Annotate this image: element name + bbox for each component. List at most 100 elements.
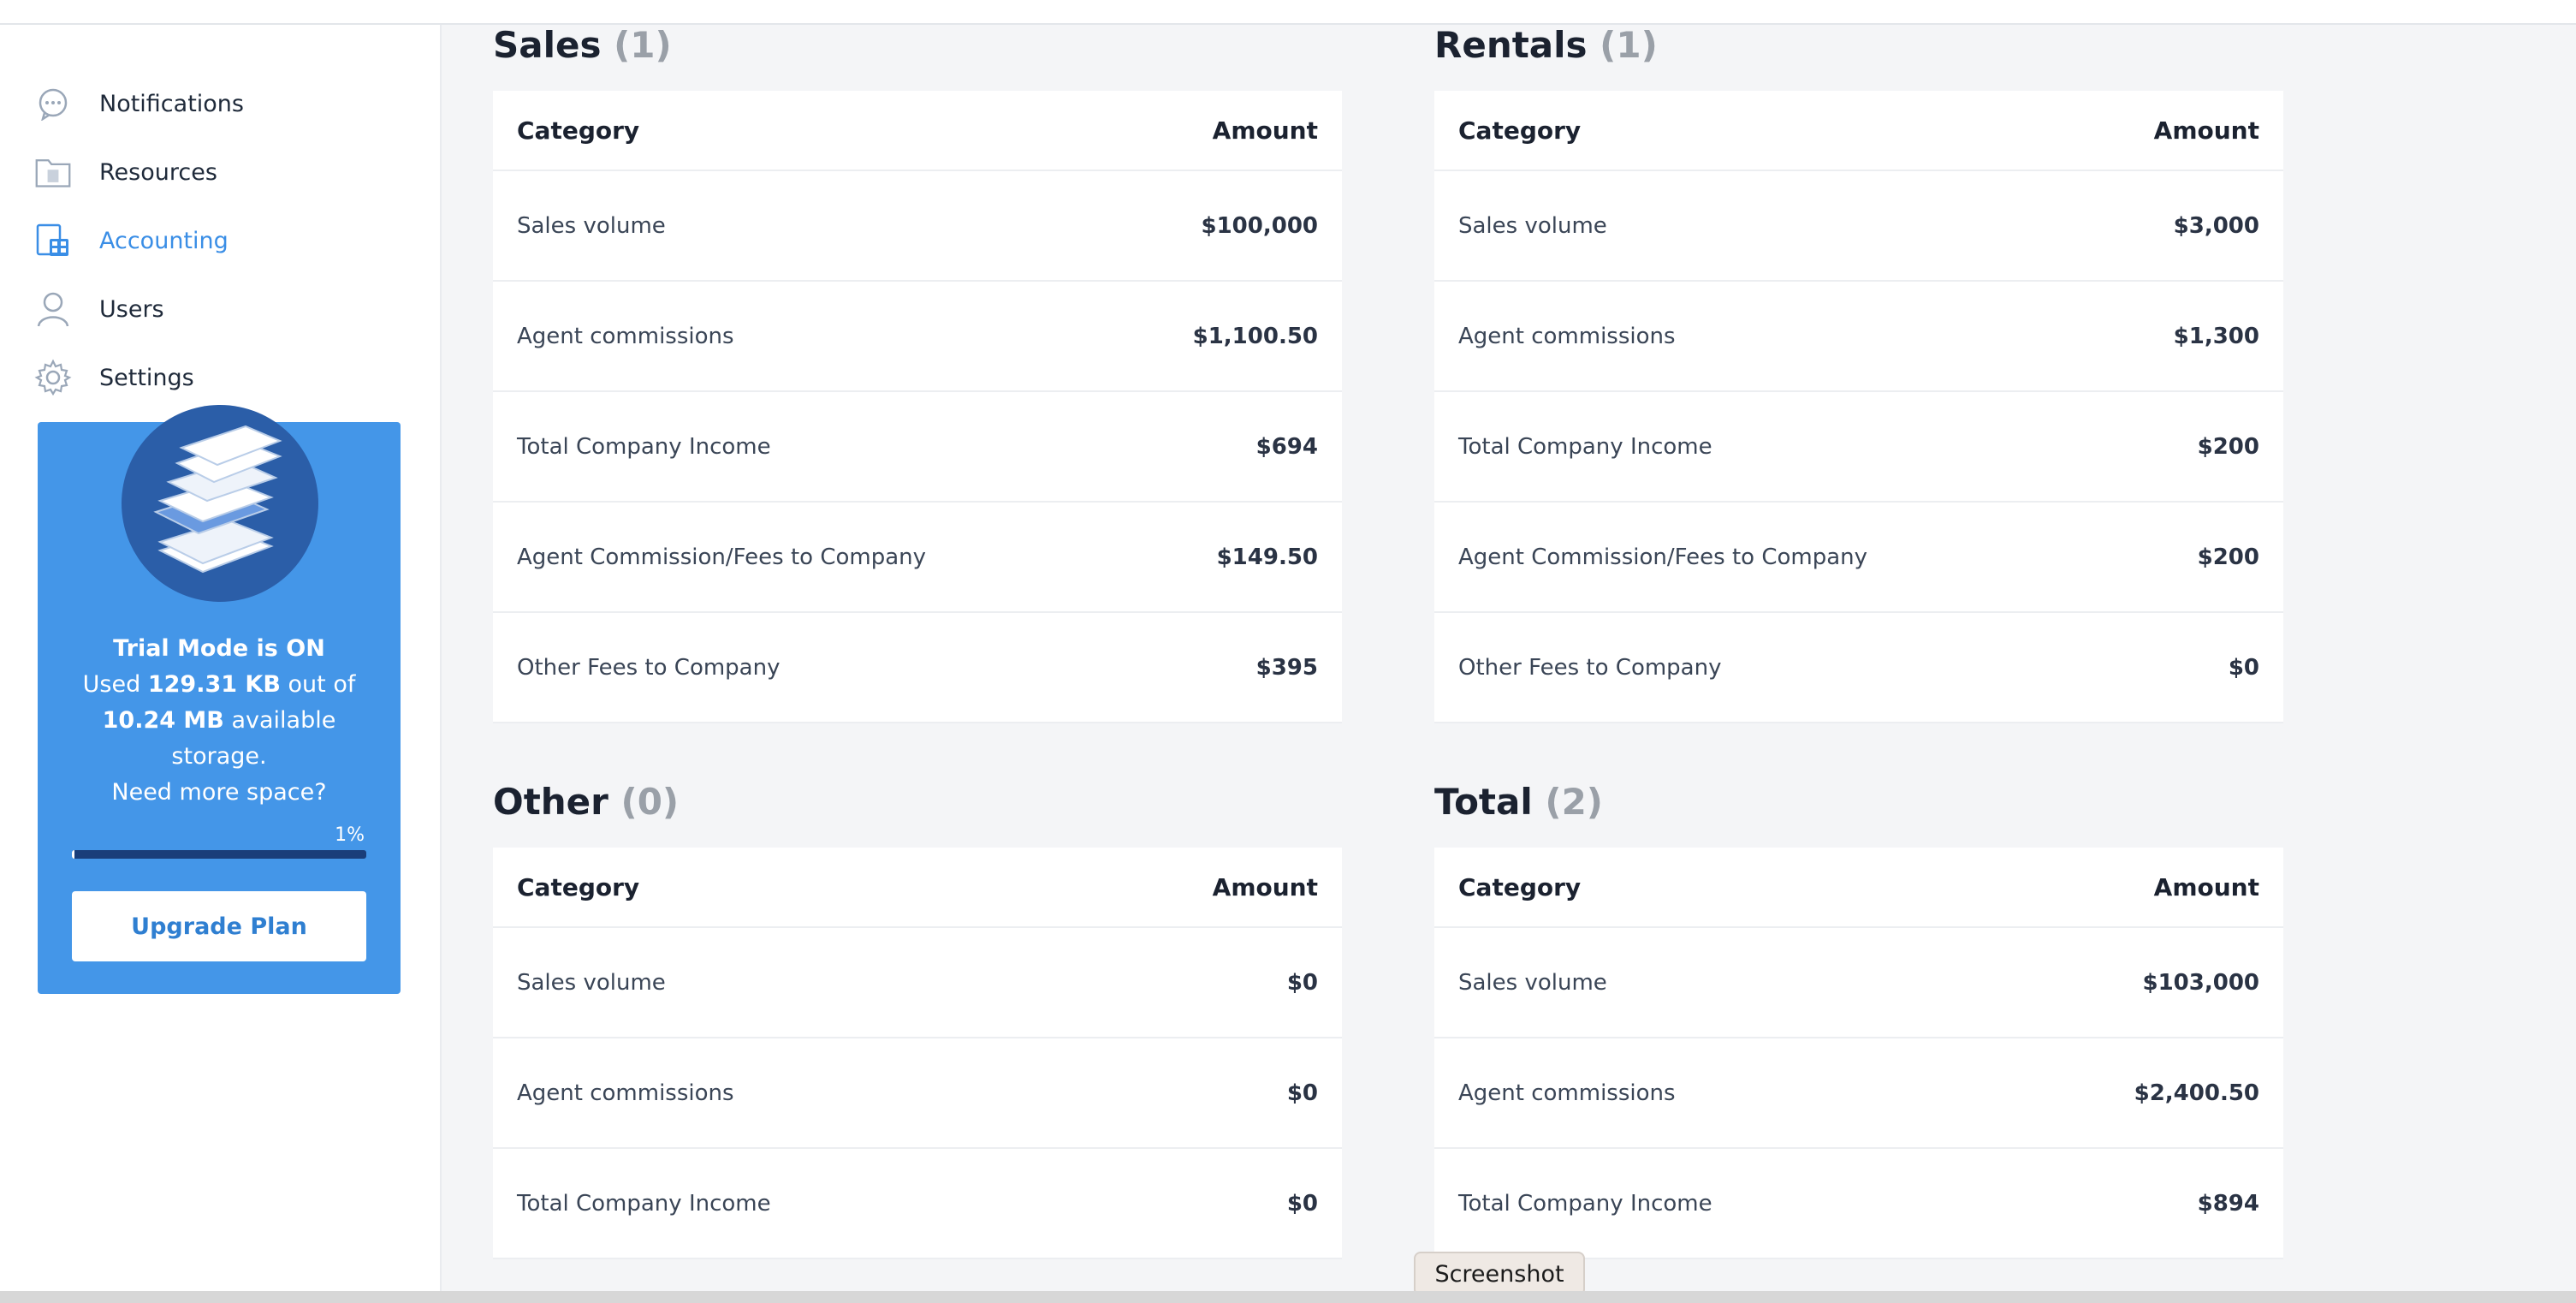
trial-total-suffix: available storage. <box>171 707 336 770</box>
category-cell: Other Fees to Company <box>517 654 781 681</box>
section-count: (1) <box>1600 24 1658 66</box>
section-title: Other (0) <box>493 781 679 823</box>
column-header-amount: Amount <box>2153 116 2259 145</box>
sidebar-item-settings[interactable]: Settings <box>34 350 411 405</box>
trial-prompt: Need more space? <box>111 779 327 806</box>
amount-cell: $694 <box>1255 433 1318 460</box>
table-row: Agent commissions $0 <box>493 1038 1342 1149</box>
trial-storage-card: Trial Mode is ON Used 129.31 KB out of 1… <box>38 405 401 994</box>
table-row: Sales volume $103,000 <box>1434 928 2283 1038</box>
table-row: Agent commissions $1,100.50 <box>493 282 1342 392</box>
storage-progress-label: 1% <box>335 824 365 846</box>
amount-cell: $0 <box>1286 1190 1318 1217</box>
column-header-category: Category <box>1458 872 1582 901</box>
amount-cell: $1,100.50 <box>1192 323 1318 349</box>
amount-cell: $0 <box>1286 1080 1318 1106</box>
column-header-category: Category <box>517 872 640 901</box>
folder-icon <box>34 153 72 191</box>
section-count: (2) <box>1545 781 1603 823</box>
category-cell: Agent commissions <box>1458 1080 1676 1106</box>
section-title-text: Total <box>1434 781 1533 823</box>
calculator-icon <box>34 222 72 259</box>
trial-total-value: 10.24 MB <box>102 707 224 734</box>
category-cell: Total Company Income <box>1458 433 1712 460</box>
sidebar-item-notifications[interactable]: Notifications <box>34 76 411 131</box>
amount-cell: $0 <box>1286 969 1318 996</box>
category-cell: Other Fees to Company <box>1458 654 1722 681</box>
browser-top-strip <box>0 0 2576 25</box>
sidebar-item-users[interactable]: Users <box>34 282 411 336</box>
amount-cell: $200 <box>2197 433 2259 460</box>
table-row: Other Fees to Company $0 <box>1434 613 2283 723</box>
table-row: Agent commissions $2,400.50 <box>1434 1038 2283 1149</box>
section-title: Rentals (1) <box>1434 24 1658 66</box>
category-cell: Total Company Income <box>517 433 771 460</box>
column-header-category: Category <box>1458 116 1582 145</box>
column-header-amount: Amount <box>1212 872 1318 901</box>
window-bottom-edge <box>0 1291 2576 1303</box>
user-icon <box>34 290 72 328</box>
table-row: Agent Commission/Fees to Company $149.50 <box>493 503 1342 613</box>
column-header-category: Category <box>517 116 640 145</box>
category-cell: Agent commissions <box>1458 323 1676 349</box>
table-header: Category Amount <box>1434 848 2283 928</box>
document-stack-icon <box>122 405 318 602</box>
category-cell: Sales volume <box>517 969 666 996</box>
amount-cell: $103,000 <box>2142 969 2259 996</box>
amount-cell: $149.50 <box>1216 544 1318 570</box>
table-header: Category Amount <box>1434 91 2283 171</box>
table-row: Sales volume $0 <box>493 928 1342 1038</box>
trial-message: Trial Mode is ON Used 129.31 KB out of 1… <box>55 631 383 811</box>
section-title-text: Sales <box>493 24 602 66</box>
section-count: (1) <box>614 24 672 66</box>
sidebar: Notifications Resources Accounting Users… <box>0 25 442 1292</box>
section-title-text: Other <box>493 781 608 823</box>
table-row: Sales volume $100,000 <box>493 171 1342 282</box>
sidebar-item-label: Notifications <box>99 90 244 117</box>
amount-cell: $2,400.50 <box>2134 1080 2259 1106</box>
table-row: Other Fees to Company $395 <box>493 613 1342 723</box>
table-row: Total Company Income $694 <box>493 392 1342 503</box>
sidebar-item-label: Settings <box>99 364 194 391</box>
category-cell: Agent commissions <box>517 1080 734 1106</box>
table-row: Agent commissions $1,300 <box>1434 282 2283 392</box>
screenshot-tooltip: Screenshot <box>1414 1252 1585 1296</box>
upgrade-plan-button[interactable]: Upgrade Plan <box>72 891 366 961</box>
category-cell: Total Company Income <box>1458 1190 1712 1217</box>
table-header: Category Amount <box>493 848 1342 928</box>
category-cell: Agent commissions <box>517 323 734 349</box>
section-count: (0) <box>620 781 680 823</box>
chat-bubble-icon <box>34 85 72 122</box>
category-cell: Sales volume <box>517 212 666 239</box>
category-cell: Agent Commission/Fees to Company <box>517 544 927 570</box>
column-header-amount: Amount <box>1212 116 1318 145</box>
category-cell: Sales volume <box>1458 969 1607 996</box>
section-title: Total (2) <box>1434 781 1603 823</box>
category-cell: Total Company Income <box>517 1190 771 1217</box>
category-cell: Sales volume <box>1458 212 1607 239</box>
total-table: Category Amount Sales volume $103,000 Age… <box>1434 848 2283 1259</box>
amount-cell: $1,300 <box>2173 323 2259 349</box>
section-title: Sales (1) <box>493 24 672 66</box>
sidebar-item-label: Users <box>99 295 164 323</box>
section-title-text: Rentals <box>1434 24 1588 66</box>
trial-title: Trial Mode is ON <box>113 635 325 662</box>
sidebar-item-accounting[interactable]: Accounting <box>34 213 411 268</box>
sidebar-item-label: Accounting <box>99 227 229 254</box>
amount-cell: $395 <box>1255 654 1318 681</box>
table-header: Category Amount <box>493 91 1342 171</box>
trial-used-value: 129.31 KB <box>147 671 281 698</box>
sidebar-item-label: Resources <box>99 158 217 186</box>
amount-cell: $100,000 <box>1201 212 1318 239</box>
trial-used-suffix: out of <box>288 671 356 698</box>
table-row: Agent Commission/Fees to Company $200 <box>1434 503 2283 613</box>
table-row: Total Company Income $0 <box>493 1149 1342 1259</box>
column-header-amount: Amount <box>2153 872 2259 901</box>
amount-cell: $0 <box>2228 654 2259 681</box>
other-table: Category Amount Sales volume $0 Agent com… <box>493 848 1342 1259</box>
gear-icon <box>34 359 72 396</box>
category-cell: Agent Commission/Fees to Company <box>1458 544 1868 570</box>
sidebar-item-resources[interactable]: Resources <box>34 145 411 199</box>
storage-progress-bar <box>72 850 366 859</box>
amount-cell: $894 <box>2197 1190 2259 1217</box>
